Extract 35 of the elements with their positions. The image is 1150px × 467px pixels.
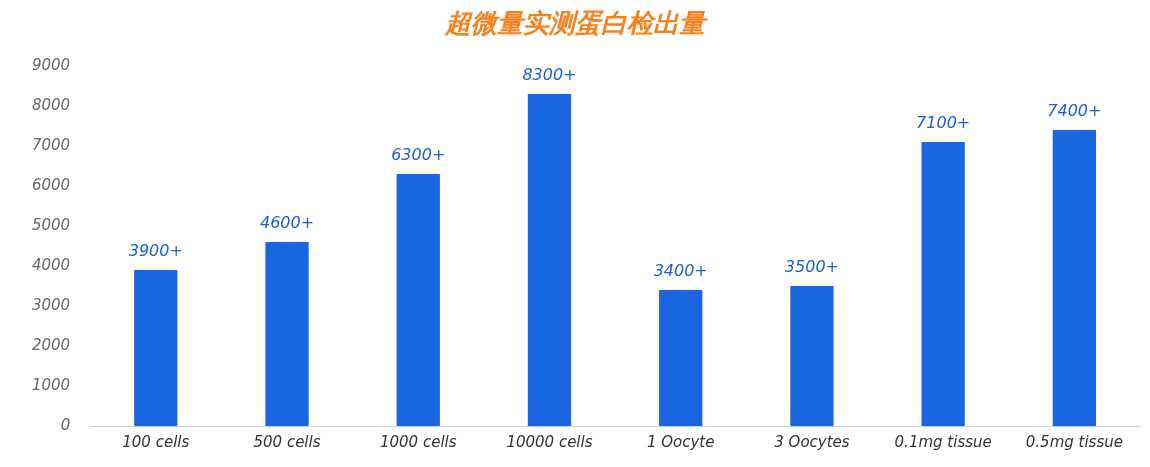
data-label: 3400+ (653, 261, 708, 281)
x-tick-label: 1 Oocyte (646, 432, 715, 451)
data-label: 6300+ (391, 145, 446, 165)
bar (659, 290, 703, 426)
x-tick-label: 100 cells (122, 432, 190, 451)
x-tick-label: 1000 cells (379, 432, 457, 451)
y-tick-label: 3000 (31, 295, 71, 314)
x-tick-label: 10000 cells (506, 432, 593, 451)
bar (265, 242, 309, 426)
x-tick-label: 0.5mg tissue (1025, 432, 1123, 451)
data-label: 7400+ (1047, 101, 1102, 121)
x-tick-label: 500 cells (253, 432, 321, 451)
y-tick-label: 2000 (31, 335, 71, 354)
chart-title: 超微量实测蛋白检出量 (443, 7, 709, 40)
y-tick-label: 7000 (31, 135, 71, 154)
y-tick-label: 6000 (31, 175, 71, 194)
data-label: 4600+ (259, 213, 315, 233)
data-label: 8300+ (522, 65, 577, 85)
y-tick-label: 5000 (31, 215, 71, 234)
y-tick-label: 9000 (31, 55, 71, 74)
data-label: 7100+ (916, 113, 971, 133)
data-label: 3900+ (128, 241, 183, 261)
bar (921, 142, 965, 426)
y-tick-label: 4000 (31, 255, 71, 274)
x-tick-label: 3 Oocytes (774, 432, 850, 451)
y-tick-label: 0 (60, 415, 71, 434)
bar (790, 286, 834, 426)
y-tick-label: 8000 (31, 95, 71, 114)
bar (1052, 130, 1097, 426)
bar (396, 174, 440, 426)
x-tick-label: 0.1mg tissue (894, 432, 992, 451)
y-tick-label: 1000 (31, 375, 71, 394)
data-label: 3500+ (784, 257, 839, 277)
bar (527, 94, 572, 426)
bar (134, 270, 178, 426)
